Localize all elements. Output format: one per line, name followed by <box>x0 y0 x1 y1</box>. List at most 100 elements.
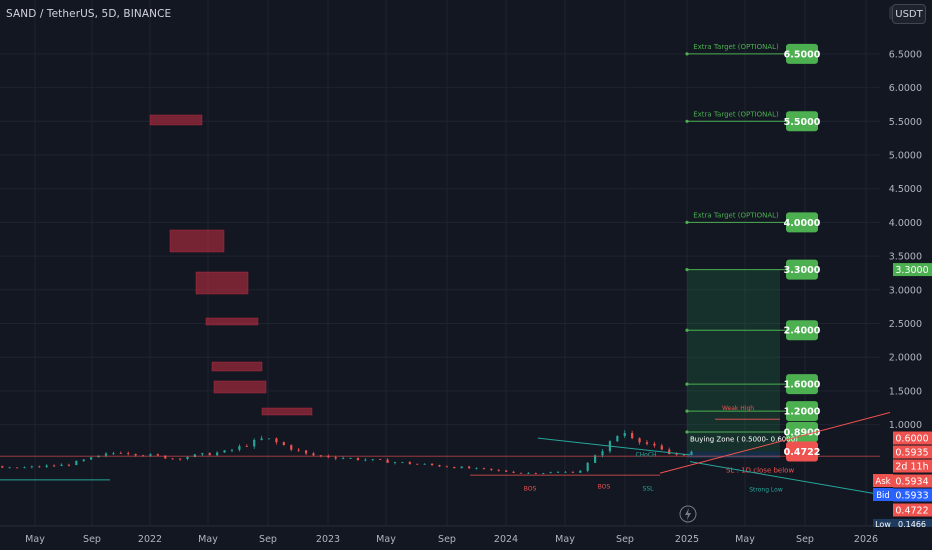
currency-button[interactable]: USDT <box>892 4 926 24</box>
target-point <box>685 328 689 332</box>
candle-body <box>193 454 197 457</box>
candle-body <box>534 473 537 474</box>
target-point <box>685 430 689 434</box>
candle-body <box>319 455 322 457</box>
price-tags: 3.3000 0.6000 0.5935 2d 11h Ask 0.5934 Bid 0.59… <box>679 263 932 529</box>
symbol-title: SAND / TetherUS, 5D, BINANCE <box>6 8 172 20</box>
price-axis[interactable]: 1.0000 1.5000 2.0000 2.5000 3.0000 3.5000 4.00… <box>889 49 922 431</box>
target-point <box>685 382 689 386</box>
y-tick-label: 3.5000 <box>889 252 922 263</box>
zone-price-tag <box>893 431 932 445</box>
x-tick-label: 2026 <box>854 534 878 545</box>
low-flag <box>873 519 893 527</box>
y-tick-label: 1.0000 <box>889 420 922 431</box>
target-tag-label: 5.5000 <box>784 117 821 128</box>
y-tick-label: 4.0000 <box>889 218 922 229</box>
current-price-tag <box>893 445 932 459</box>
candle-body <box>401 462 404 463</box>
candle-body <box>482 467 486 469</box>
candle-body <box>282 442 285 446</box>
candle-body <box>127 453 130 455</box>
target-price-tag <box>893 263 932 277</box>
candle-body <box>386 459 389 463</box>
ask-flag <box>873 474 893 487</box>
trend-line-lower <box>689 461 886 496</box>
candle-body <box>156 454 159 456</box>
candle-body <box>45 465 48 467</box>
x-tick-label: May <box>555 534 575 545</box>
candle-body <box>260 438 263 440</box>
y-tick-label: 5.0000 <box>889 151 922 162</box>
y-tick-label: 6.5000 <box>889 49 922 60</box>
target-price-tag-label: 3.3000 <box>895 265 928 276</box>
candle-body <box>393 462 397 464</box>
candle-body <box>453 467 456 469</box>
candle-body <box>60 464 63 466</box>
candle-body <box>186 456 189 459</box>
target-tag <box>786 320 818 341</box>
candle-body <box>586 462 589 471</box>
candle-body <box>253 439 256 447</box>
x-tick-label: Sep <box>438 534 456 545</box>
candle-body <box>82 459 85 461</box>
target-point <box>685 267 689 272</box>
y-tick-label: 2.5000 <box>889 319 922 330</box>
annotation-label: BOS <box>524 486 537 493</box>
y-tick-label: 4.5000 <box>889 184 922 195</box>
candle-body <box>631 433 634 439</box>
time-axis[interactable]: May Sep 2022 May Sep 2023 May Sep 2024 May Sep 2025… <box>25 534 878 545</box>
candle-body <box>223 450 226 453</box>
candle-body <box>616 435 619 442</box>
candle-body <box>38 466 41 468</box>
candle-body <box>579 470 582 473</box>
candle-body <box>245 446 248 447</box>
annotation-label: CHoCH <box>635 451 656 458</box>
low-price-tag <box>893 519 932 527</box>
grid-lines <box>0 0 932 527</box>
x-tick-label: Sep <box>616 534 634 545</box>
supply-zones <box>149 114 313 416</box>
x-tick-label: Sep <box>796 534 814 545</box>
target-tag-label: 1.2000 <box>784 407 821 418</box>
y-tick-label: 1.5000 <box>889 386 922 397</box>
target-point <box>685 52 689 56</box>
target-zone-box <box>687 269 780 452</box>
bid-flag <box>873 488 893 501</box>
x-tick-label: Sep <box>259 534 277 545</box>
target-tag <box>786 259 818 280</box>
candle-body <box>623 433 626 436</box>
annotation-label: SSL <box>643 486 655 493</box>
x-tick-label: May <box>25 534 45 545</box>
target-tag <box>786 374 818 395</box>
candle-body <box>542 473 545 474</box>
candle-body <box>275 438 278 443</box>
candle-body <box>490 468 493 470</box>
sl-price-tag-label: 0.4722 <box>895 506 928 517</box>
candle-body <box>445 466 448 468</box>
candle-body <box>312 453 315 456</box>
target-tag-label: 0.8900 <box>784 428 821 439</box>
target-tag <box>786 422 818 443</box>
candle-body <box>53 465 56 467</box>
candle-body <box>601 451 604 456</box>
candle-body <box>594 455 597 463</box>
countdown-tag-label: 2d 11h <box>895 462 928 473</box>
candle-body <box>104 453 108 456</box>
candle-body <box>304 450 308 454</box>
candle-body <box>230 449 234 451</box>
candle-body <box>364 459 367 461</box>
candle-body <box>30 466 33 468</box>
candle-body <box>430 463 434 466</box>
target-note: Extra Target (OPTIONAL) <box>693 211 779 219</box>
supply-zone-box <box>169 229 225 253</box>
candle-body <box>23 467 26 469</box>
candle-body <box>297 449 300 451</box>
sl-price-tag <box>893 503 932 517</box>
candle-body <box>519 472 523 474</box>
candle-body <box>216 452 219 456</box>
ask-price-tag <box>893 474 932 488</box>
candle-body <box>90 457 93 460</box>
annotation-label: Strong Low <box>749 486 783 493</box>
lightning-icon <box>679 505 697 523</box>
